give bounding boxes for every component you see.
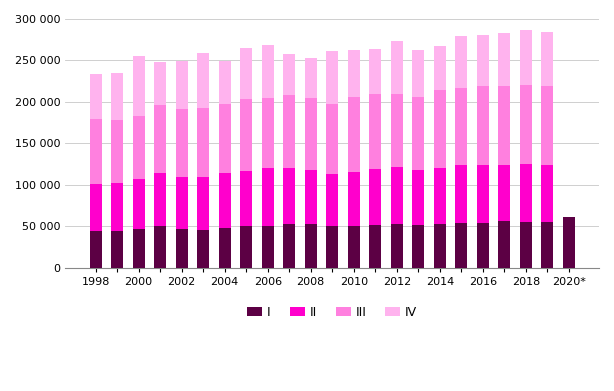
Bar <box>219 61 231 104</box>
Bar <box>499 86 510 165</box>
Bar <box>90 74 101 119</box>
Bar <box>283 224 295 268</box>
Bar <box>305 170 317 224</box>
Bar <box>305 224 317 268</box>
Bar <box>133 56 144 116</box>
Bar <box>520 85 532 164</box>
Bar <box>326 104 338 174</box>
Bar <box>176 229 188 268</box>
Bar <box>154 105 166 173</box>
Bar <box>456 165 467 223</box>
Bar <box>90 184 101 231</box>
Legend: I, II, III, IV: I, II, III, IV <box>242 301 422 324</box>
Bar <box>262 169 274 226</box>
Bar <box>326 226 338 268</box>
Bar <box>348 50 360 97</box>
Bar <box>111 120 123 183</box>
Bar <box>520 164 532 222</box>
Bar <box>197 178 209 230</box>
Bar <box>413 170 424 225</box>
Bar <box>434 45 446 90</box>
Bar <box>262 98 274 169</box>
Bar <box>262 45 274 98</box>
Bar <box>176 109 188 177</box>
Bar <box>219 104 231 173</box>
Bar <box>563 217 575 268</box>
Bar <box>348 226 360 268</box>
Bar <box>456 88 467 165</box>
Bar <box>391 41 403 95</box>
Bar <box>240 48 252 99</box>
Bar <box>197 108 209 178</box>
Bar <box>111 231 123 268</box>
Bar <box>434 169 446 224</box>
Bar <box>499 33 510 86</box>
Bar <box>240 226 252 268</box>
Bar <box>456 223 467 268</box>
Bar <box>154 62 166 105</box>
Bar <box>283 169 295 224</box>
Bar <box>197 53 209 108</box>
Bar <box>413 225 424 268</box>
Bar <box>133 229 144 268</box>
Bar <box>520 222 532 268</box>
Bar <box>283 54 295 95</box>
Bar <box>499 165 510 221</box>
Bar <box>542 32 553 86</box>
Bar <box>219 228 231 268</box>
Bar <box>434 90 446 169</box>
Bar <box>305 98 317 170</box>
Bar <box>154 173 166 226</box>
Bar <box>111 183 123 231</box>
Bar <box>154 226 166 268</box>
Bar <box>542 165 553 222</box>
Bar <box>90 119 101 184</box>
Bar <box>176 177 188 229</box>
Bar <box>240 99 252 171</box>
Bar <box>326 51 338 104</box>
Bar <box>520 30 532 85</box>
Bar <box>477 35 489 86</box>
Bar <box>413 97 424 170</box>
Bar <box>262 226 274 268</box>
Bar <box>370 225 381 268</box>
Bar <box>477 86 489 165</box>
Bar <box>219 173 231 228</box>
Bar <box>477 223 489 268</box>
Bar <box>326 174 338 226</box>
Bar <box>348 172 360 226</box>
Bar <box>499 221 510 268</box>
Bar <box>477 165 489 223</box>
Bar <box>434 224 446 268</box>
Bar <box>348 97 360 172</box>
Bar <box>197 230 209 268</box>
Bar <box>456 36 467 88</box>
Bar <box>133 179 144 229</box>
Bar <box>111 74 123 120</box>
Bar <box>370 49 381 94</box>
Bar <box>542 86 553 165</box>
Bar <box>391 224 403 268</box>
Bar <box>370 94 381 169</box>
Bar <box>370 169 381 225</box>
Bar <box>413 50 424 97</box>
Bar <box>391 167 403 224</box>
Bar <box>542 222 553 268</box>
Bar <box>133 116 144 179</box>
Bar <box>283 95 295 169</box>
Bar <box>305 58 317 98</box>
Bar <box>90 231 101 268</box>
Bar <box>391 95 403 167</box>
Bar <box>176 61 188 109</box>
Bar <box>240 171 252 226</box>
